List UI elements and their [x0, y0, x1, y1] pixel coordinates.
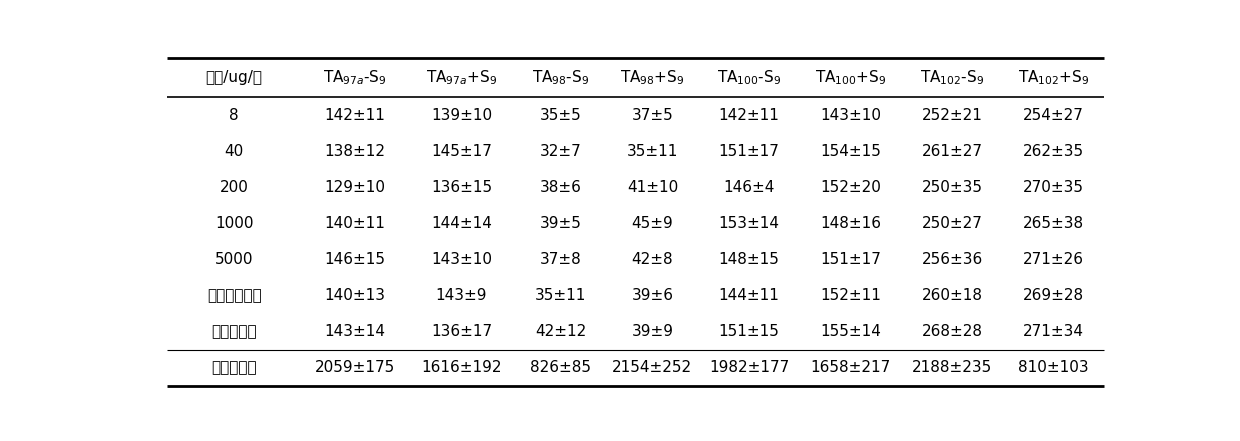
Text: 146±15: 146±15	[325, 252, 386, 267]
Text: 未处理对照组: 未处理对照组	[207, 288, 262, 303]
Text: 151±17: 151±17	[719, 144, 780, 159]
Text: TA$_{100}$+S$_9$: TA$_{100}$+S$_9$	[815, 68, 887, 87]
Text: 140±13: 140±13	[325, 288, 386, 303]
Text: 153±14: 153±14	[719, 216, 780, 231]
Text: 5000: 5000	[215, 252, 253, 267]
Text: 42±12: 42±12	[534, 324, 587, 339]
Text: 260±18: 260±18	[921, 288, 982, 303]
Text: 38±6: 38±6	[539, 180, 582, 195]
Text: 250±35: 250±35	[921, 180, 982, 195]
Text: 136±17: 136±17	[430, 324, 492, 339]
Text: 45±9: 45±9	[631, 216, 673, 231]
Text: 142±11: 142±11	[325, 108, 386, 123]
Text: 140±11: 140±11	[325, 216, 386, 231]
Text: 35±5: 35±5	[539, 108, 582, 123]
Text: 138±12: 138±12	[325, 144, 386, 159]
Text: 271±26: 271±26	[1023, 252, 1084, 267]
Text: 145±17: 145±17	[432, 144, 492, 159]
Text: 142±11: 142±11	[719, 108, 780, 123]
Text: 200: 200	[219, 180, 249, 195]
Text: 32±7: 32±7	[539, 144, 582, 159]
Text: 剂量/ug/皿: 剂量/ug/皿	[206, 70, 263, 85]
Text: 1982±177: 1982±177	[709, 360, 789, 375]
Text: 146±4: 146±4	[723, 180, 775, 195]
Text: TA$_{102}$-S$_9$: TA$_{102}$-S$_9$	[920, 68, 985, 87]
Text: 143±9: 143±9	[435, 288, 487, 303]
Text: TA$_{100}$-S$_9$: TA$_{100}$-S$_9$	[717, 68, 781, 87]
Text: 144±14: 144±14	[432, 216, 492, 231]
Text: 143±10: 143±10	[432, 252, 492, 267]
Text: 143±14: 143±14	[325, 324, 386, 339]
Text: 2154±252: 2154±252	[613, 360, 692, 375]
Text: 35±11: 35±11	[626, 144, 678, 159]
Text: 148±15: 148±15	[719, 252, 780, 267]
Text: 37±8: 37±8	[539, 252, 582, 267]
Text: 139±10: 139±10	[430, 108, 492, 123]
Text: 144±11: 144±11	[719, 288, 780, 303]
Text: 152±11: 152±11	[820, 288, 882, 303]
Text: 269±28: 269±28	[1023, 288, 1084, 303]
Text: 151±17: 151±17	[820, 252, 882, 267]
Text: 溶剂对照组: 溶剂对照组	[211, 324, 257, 339]
Text: 40: 40	[224, 144, 244, 159]
Text: 37±5: 37±5	[631, 108, 673, 123]
Text: 252±21: 252±21	[921, 108, 982, 123]
Text: 270±35: 270±35	[1023, 180, 1084, 195]
Text: 35±11: 35±11	[534, 288, 587, 303]
Text: 262±35: 262±35	[1023, 144, 1084, 159]
Text: 154±15: 154±15	[820, 144, 882, 159]
Text: 143±10: 143±10	[820, 108, 882, 123]
Text: 256±36: 256±36	[921, 252, 983, 267]
Text: 1616±192: 1616±192	[422, 360, 502, 375]
Text: 148±16: 148±16	[820, 216, 882, 231]
Text: 136±15: 136±15	[430, 180, 492, 195]
Text: 151±15: 151±15	[719, 324, 780, 339]
Text: 254±27: 254±27	[1023, 108, 1084, 123]
Text: 39±9: 39±9	[631, 324, 673, 339]
Text: TA$_{98}$+S$_9$: TA$_{98}$+S$_9$	[620, 68, 684, 87]
Text: TA$_{97a}$-S$_9$: TA$_{97a}$-S$_9$	[324, 68, 387, 87]
Text: 41±10: 41±10	[626, 180, 678, 195]
Text: 810±103: 810±103	[1018, 360, 1089, 375]
Text: 129±10: 129±10	[325, 180, 386, 195]
Text: 268±28: 268±28	[921, 324, 982, 339]
Text: 阳性对照组: 阳性对照组	[211, 360, 257, 375]
Text: 152±20: 152±20	[820, 180, 882, 195]
Text: 250±27: 250±27	[921, 216, 982, 231]
Text: 2059±175: 2059±175	[315, 360, 396, 375]
Text: 271±34: 271±34	[1023, 324, 1084, 339]
Text: 42±8: 42±8	[631, 252, 673, 267]
Text: 2188±235: 2188±235	[913, 360, 992, 375]
Text: 1000: 1000	[215, 216, 253, 231]
Text: 826±85: 826±85	[529, 360, 591, 375]
Text: 1658±217: 1658±217	[811, 360, 890, 375]
Text: TA$_{98}$-S$_9$: TA$_{98}$-S$_9$	[532, 68, 589, 87]
Text: 39±5: 39±5	[539, 216, 582, 231]
Text: TA$_{97a}$+S$_9$: TA$_{97a}$+S$_9$	[425, 68, 497, 87]
Text: 261±27: 261±27	[921, 144, 982, 159]
Text: 39±6: 39±6	[631, 288, 673, 303]
Text: 8: 8	[229, 108, 239, 123]
Text: 265±38: 265±38	[1023, 216, 1084, 231]
Text: 155±14: 155±14	[820, 324, 882, 339]
Text: TA$_{102}$+S$_9$: TA$_{102}$+S$_9$	[1018, 68, 1090, 87]
